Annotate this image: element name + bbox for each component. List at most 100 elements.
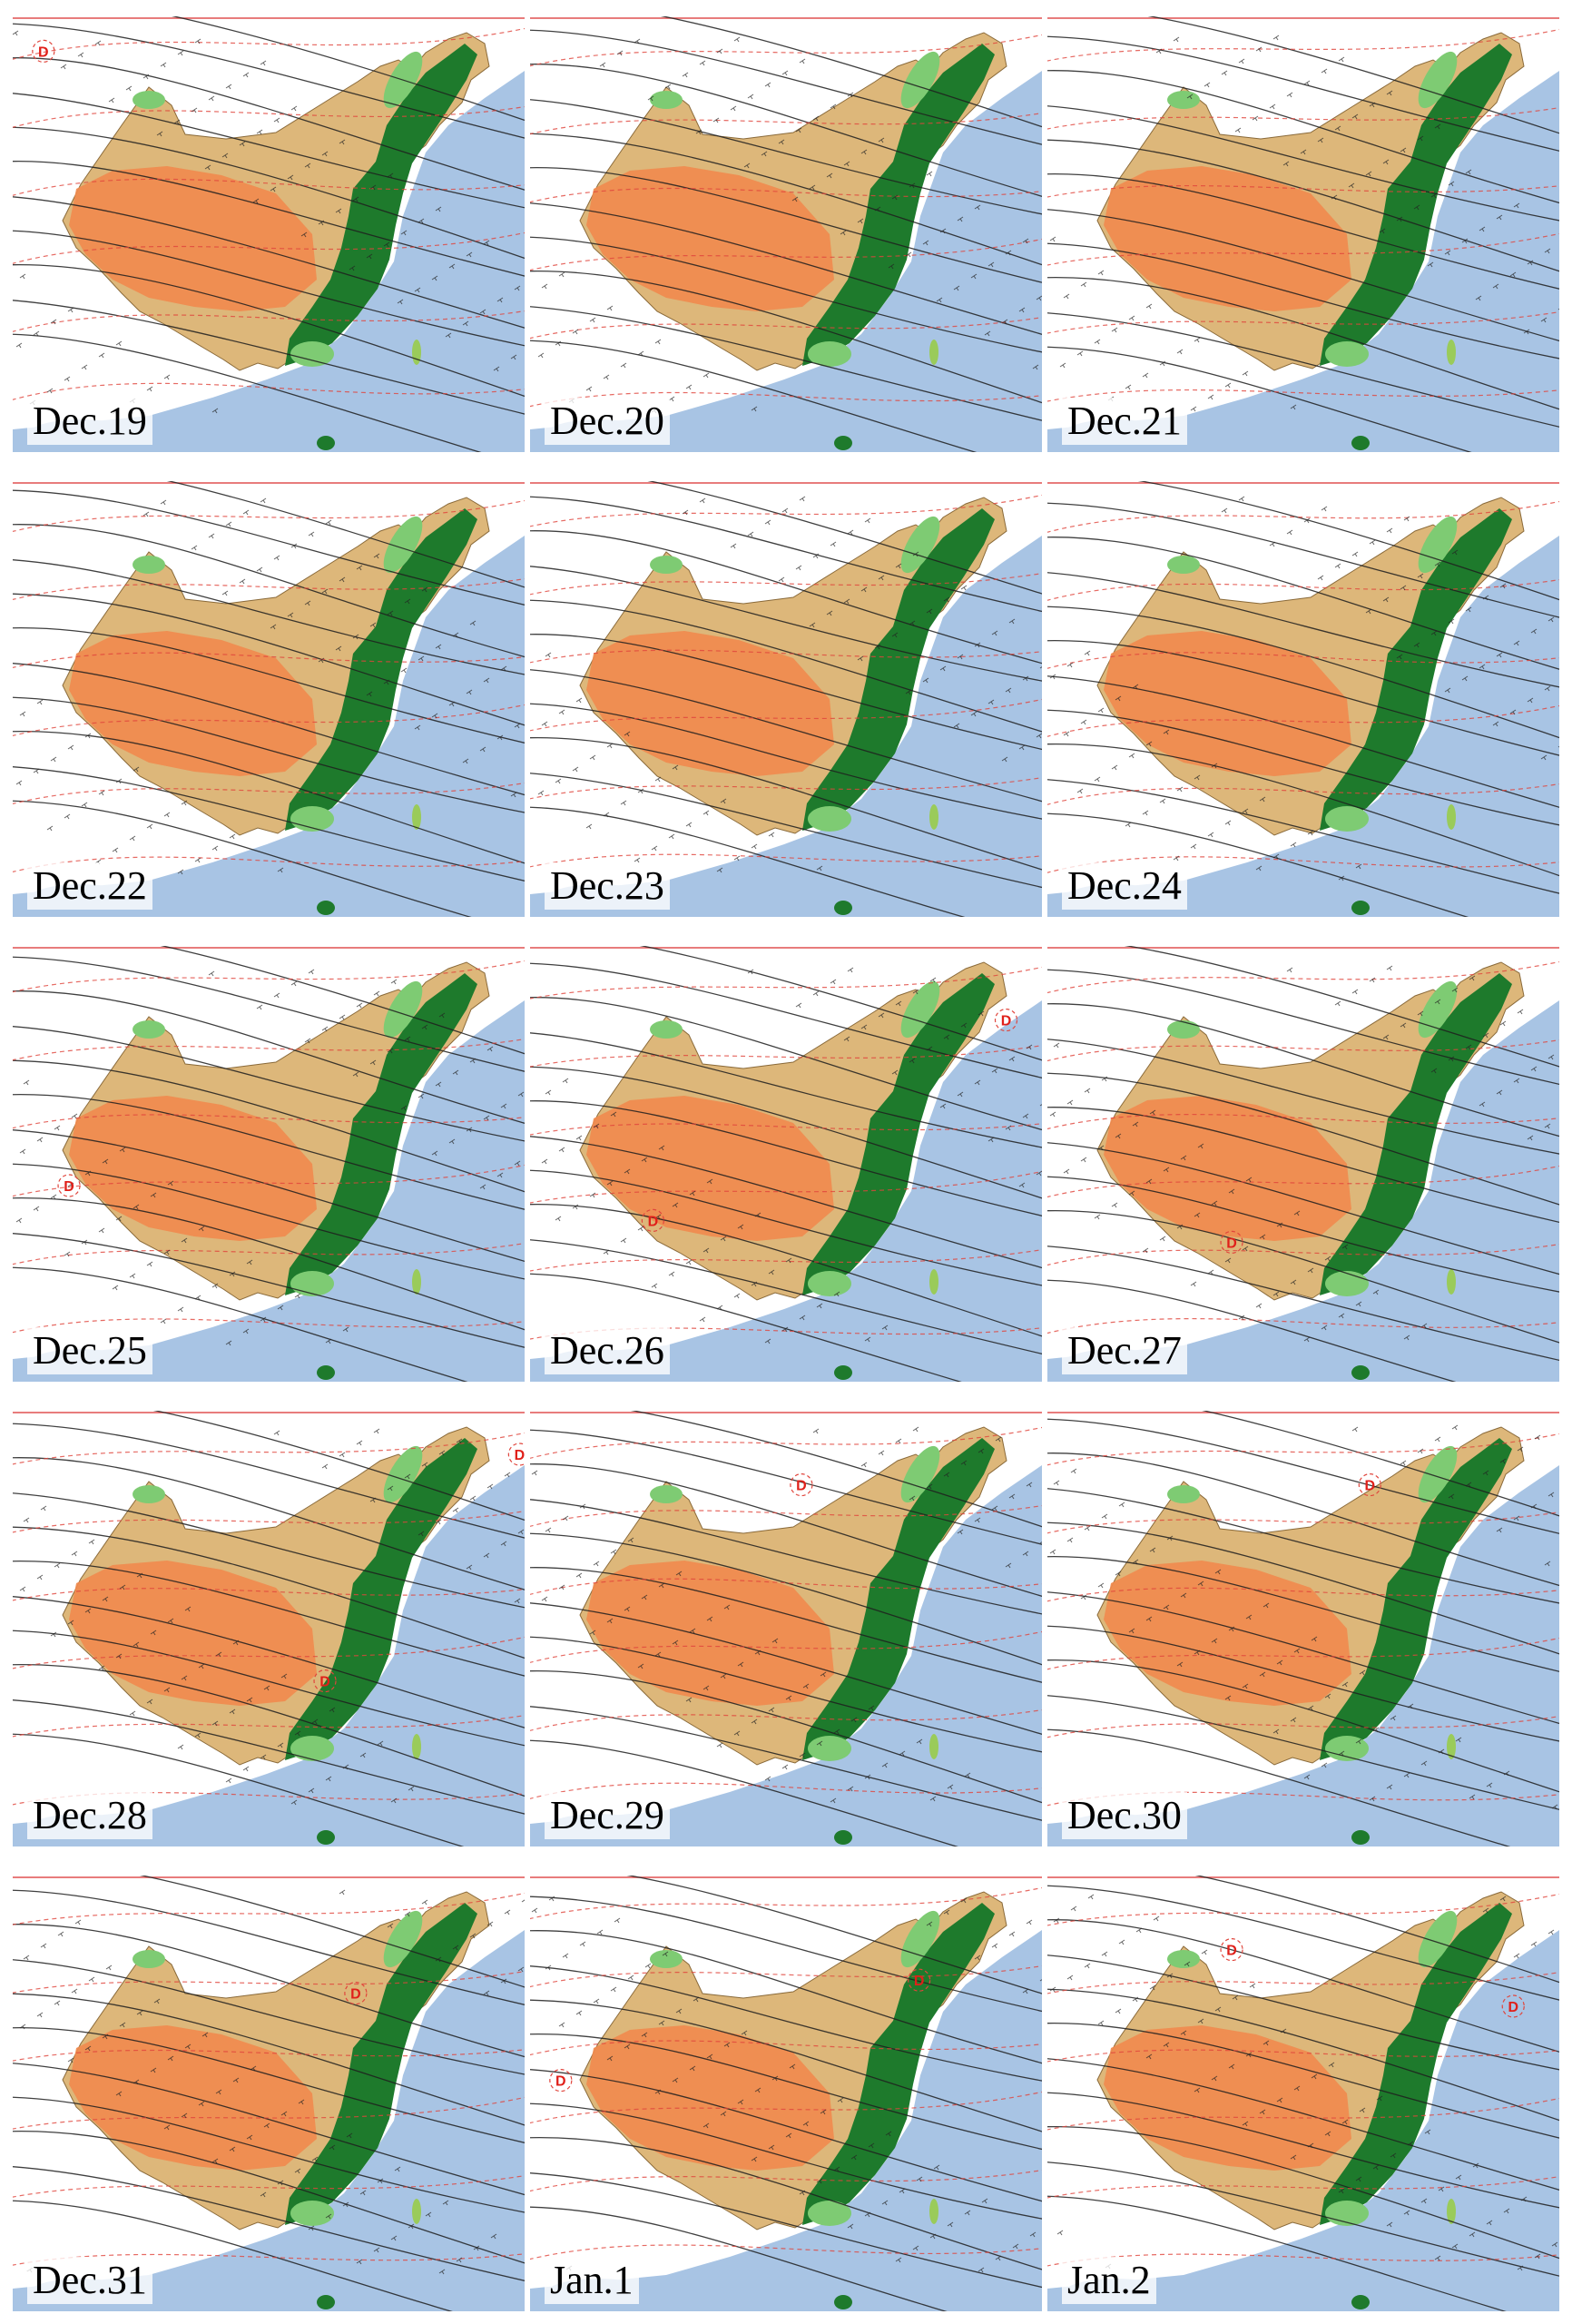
wind-barb bbox=[496, 1172, 504, 1178]
wind-barb bbox=[156, 131, 163, 137]
forested-region bbox=[285, 508, 477, 831]
wind-barb bbox=[970, 273, 978, 280]
wind-barb bbox=[781, 1326, 789, 1333]
wind-barb bbox=[1039, 1104, 1042, 1107]
wind-barb bbox=[421, 1899, 428, 1905]
wind-barb bbox=[74, 1919, 82, 1925]
isotherm-line bbox=[530, 494, 1042, 527]
wind-barb bbox=[1400, 1022, 1407, 1029]
wind-barb bbox=[747, 531, 754, 537]
wind-barb bbox=[304, 1038, 311, 1044]
wind-barb bbox=[304, 162, 311, 169]
wind-barb bbox=[929, 2233, 937, 2240]
wind-barb bbox=[1434, 1436, 1441, 1443]
wind-barb bbox=[304, 600, 311, 606]
northeast-green-area bbox=[900, 516, 940, 574]
isobar-line bbox=[13, 1526, 525, 1659]
wind-barb bbox=[414, 287, 421, 293]
wind-barb bbox=[1355, 2176, 1362, 2182]
wind-barb bbox=[290, 543, 298, 549]
wind-barb bbox=[1029, 2231, 1037, 2238]
isotherm-line bbox=[13, 27, 525, 60]
wind-barb bbox=[1118, 1939, 1125, 1945]
isobar-line bbox=[1047, 743, 1559, 877]
wind-barb bbox=[637, 788, 644, 794]
wind-barb bbox=[483, 677, 490, 684]
wind-barb bbox=[129, 1273, 136, 1279]
wind-barb bbox=[826, 610, 833, 616]
wind-barb bbox=[88, 1539, 95, 1545]
isotherm-line bbox=[530, 853, 1042, 868]
wind-barb bbox=[662, 1951, 669, 1957]
wind-barb bbox=[1049, 1111, 1056, 1118]
wind-barb bbox=[1180, 2030, 1187, 2036]
low-pressure-marker: D bbox=[38, 44, 49, 60]
isobar-line bbox=[530, 1706, 1042, 1821]
wind-barb bbox=[720, 798, 727, 804]
northeast-green-area bbox=[1418, 1910, 1458, 1968]
wind-barb bbox=[624, 2043, 631, 2050]
wind-barb bbox=[435, 1081, 442, 1088]
isotherm-line bbox=[530, 1886, 1042, 1920]
isotherm-line bbox=[530, 1504, 1042, 1528]
wind-barb bbox=[702, 1685, 710, 1691]
panel-date-label: Dec.31 bbox=[27, 2257, 152, 2304]
wind-barb bbox=[397, 299, 404, 305]
isobar-line bbox=[13, 1266, 468, 1382]
isotherm-line bbox=[13, 1970, 525, 1994]
wind-barb bbox=[987, 261, 995, 268]
wind-barb bbox=[290, 980, 298, 987]
isobar-line bbox=[1047, 312, 1559, 428]
wind-barb bbox=[1417, 135, 1424, 142]
wind-barb bbox=[1238, 1315, 1245, 1321]
wind-barb bbox=[537, 352, 545, 359]
wind-barb bbox=[668, 1271, 675, 1277]
isobar-line bbox=[530, 2136, 1042, 2270]
wind-barb bbox=[369, 1497, 377, 1503]
isobar-line bbox=[530, 1499, 1042, 1615]
wind-barb bbox=[1321, 1762, 1328, 1768]
hainan-island bbox=[317, 1365, 335, 1380]
wind-barb bbox=[1417, 1448, 1424, 1454]
wind-barb bbox=[260, 2191, 267, 2198]
wind-barb bbox=[1544, 685, 1551, 692]
wind-barb bbox=[1303, 1336, 1311, 1343]
wind-barb bbox=[1097, 2020, 1105, 2026]
wind-barb bbox=[981, 2198, 988, 2204]
wind-barb bbox=[1509, 709, 1517, 715]
wind-barb bbox=[916, 2176, 923, 2182]
wind-barb bbox=[160, 499, 167, 506]
wind-barb bbox=[1245, 1177, 1253, 1183]
wind-barb bbox=[1094, 1214, 1101, 1220]
wind-barb bbox=[1059, 362, 1066, 369]
isobar-line bbox=[13, 2200, 453, 2311]
wind-barb bbox=[1145, 1178, 1153, 1185]
wind-barb bbox=[263, 1685, 270, 1691]
wind-barb bbox=[462, 320, 469, 327]
wind-barb bbox=[699, 60, 706, 66]
isotherm-line bbox=[1047, 960, 1559, 994]
wind-barb bbox=[1173, 36, 1180, 43]
isotherm-line bbox=[13, 2049, 525, 2062]
wind-barb bbox=[693, 1996, 700, 2003]
wind-barb bbox=[373, 2247, 380, 2253]
wind-barb bbox=[558, 1147, 565, 1153]
wind-barb bbox=[1455, 2174, 1462, 2181]
wind-barb bbox=[1293, 1648, 1301, 1654]
wind-barb bbox=[466, 251, 473, 258]
wind-barb bbox=[335, 208, 342, 214]
wind-barb bbox=[1080, 719, 1087, 725]
wind-barb bbox=[1115, 695, 1122, 702]
wind-barb bbox=[252, 198, 260, 204]
wind-barb bbox=[1159, 798, 1166, 804]
southern-green-area bbox=[290, 341, 334, 367]
wind-barb bbox=[500, 665, 507, 672]
wind-barb bbox=[720, 1673, 727, 1679]
isotherm-line bbox=[13, 577, 525, 601]
wind-barb bbox=[1255, 46, 1263, 53]
wind-barb bbox=[830, 1797, 837, 1804]
wind-barb bbox=[1101, 1951, 1108, 1957]
wind-barb bbox=[751, 2156, 758, 2162]
wind-barb bbox=[1530, 628, 1538, 635]
isotherm-line bbox=[13, 1588, 525, 1601]
